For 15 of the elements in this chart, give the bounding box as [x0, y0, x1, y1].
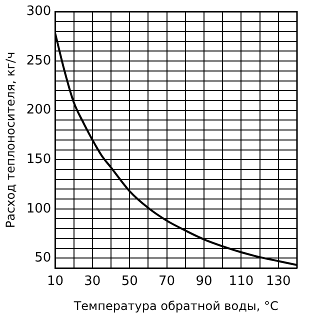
x-tick-label: 70 — [158, 274, 176, 290]
x-tick-label: 30 — [84, 274, 101, 290]
y-tick-label: 250 — [26, 53, 52, 68]
x-tick-label: 130 — [266, 274, 291, 290]
x-tick-label: 10 — [46, 274, 64, 290]
y-axis-title: Расход теплоносителя, кг/ч — [3, 52, 18, 228]
y-tick-label: 100 — [26, 201, 52, 216]
x-tick-label: 110 — [228, 274, 254, 290]
x-tick-label: 90 — [196, 274, 212, 290]
y-tick-label: 150 — [26, 152, 52, 167]
y-tick-label: 200 — [26, 102, 52, 118]
y-tick-label: 300 — [26, 4, 52, 20]
x-axis-title: Температура обратной воды, °C — [72, 298, 278, 313]
x-tick-label: 50 — [121, 274, 138, 290]
y-tick-label: 50 — [34, 250, 52, 266]
